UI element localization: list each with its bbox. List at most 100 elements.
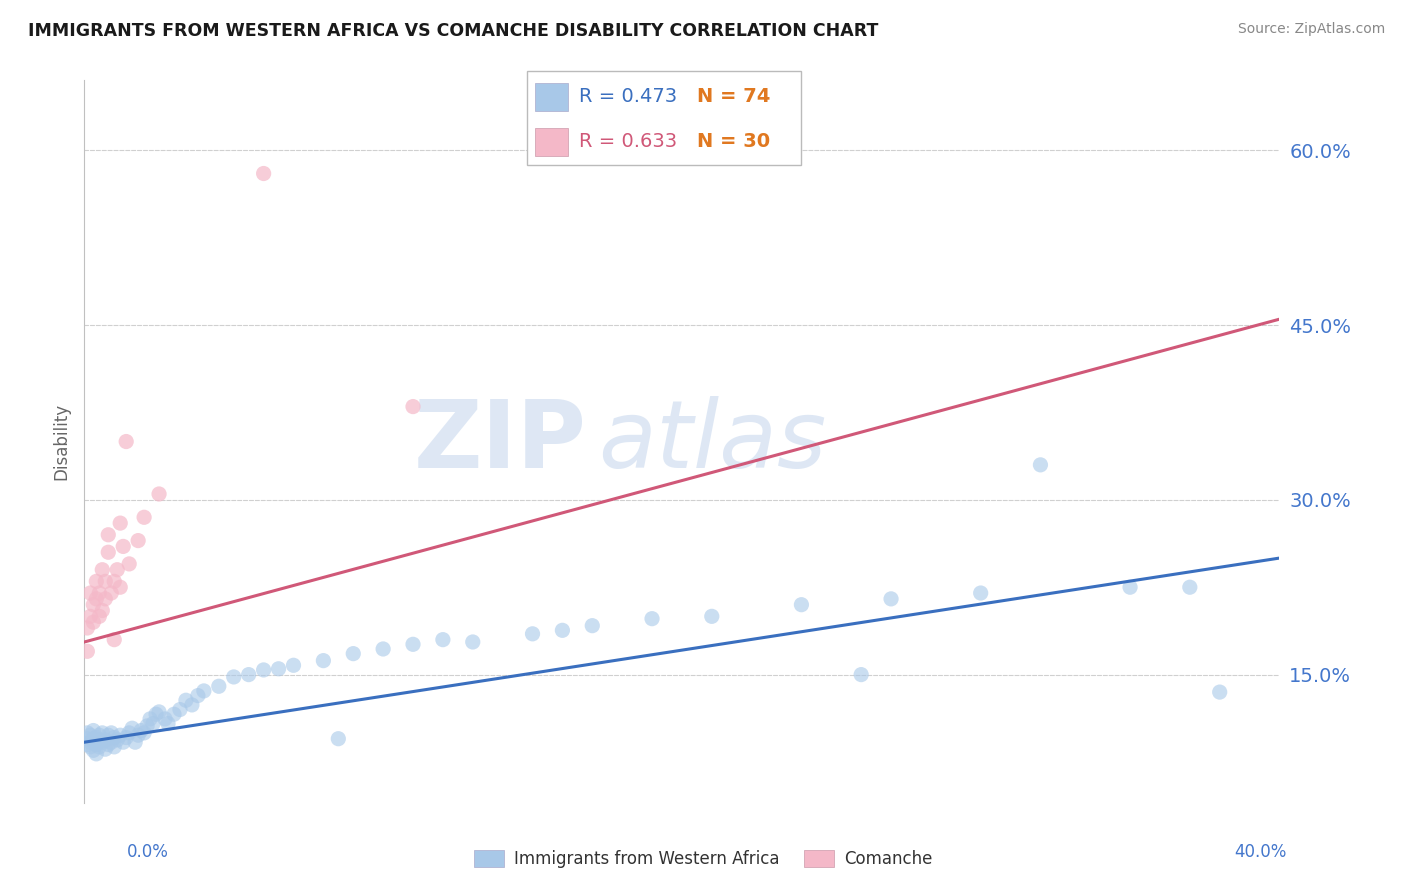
Point [174,693,197,707]
Point [103,574,125,589]
Point [82,615,104,630]
Point [103,632,125,647]
Point [373,642,395,657]
Point [522,627,544,641]
Point [110,516,132,530]
Point [79,728,101,742]
Point [82,723,104,738]
Point [76,644,98,658]
Point [91,563,114,577]
Point [105,732,128,747]
Text: R = 0.633: R = 0.633 [579,132,678,151]
Point [94,732,117,747]
Point [1178,580,1201,594]
Point [79,586,101,600]
Point [89,609,111,624]
Point [94,591,117,606]
Point [551,624,574,638]
Text: atlas: atlas [599,396,827,487]
Point [97,738,120,752]
Point [82,598,104,612]
Point [157,716,180,731]
Point [97,728,120,742]
FancyBboxPatch shape [527,71,801,165]
Point [94,574,117,589]
Point [163,707,186,722]
Point [148,705,170,719]
Point [89,586,111,600]
Point [115,434,138,449]
Point [342,647,364,661]
Point [86,738,108,752]
Point [851,667,873,681]
Point [267,662,290,676]
Point [312,654,335,668]
Point [97,528,120,542]
Point [79,609,101,624]
Point [86,747,108,761]
Point [187,689,209,703]
Point [124,735,146,749]
Point [112,735,135,749]
Point [79,735,101,749]
Point [283,658,305,673]
Point [132,726,156,740]
Point [105,563,128,577]
Point [253,167,276,181]
Point [91,603,114,617]
Text: Source: ZipAtlas.com: Source: ZipAtlas.com [1237,22,1385,37]
Point [328,731,350,746]
Text: 0.0%: 0.0% [127,843,169,861]
Point [127,728,149,742]
Point [790,598,813,612]
Point [121,721,143,735]
Point [94,742,117,756]
Point [89,728,111,742]
Text: N = 74: N = 74 [697,87,770,106]
Point [86,591,108,606]
Point [103,731,125,745]
Point [129,723,152,738]
Point [1029,458,1052,472]
Text: R = 0.473: R = 0.473 [579,87,678,106]
Point [118,726,141,740]
Text: N = 30: N = 30 [697,132,770,151]
Point [97,545,120,559]
Point [169,702,191,716]
Point [700,609,723,624]
Point [880,591,903,606]
Point [402,400,425,414]
Point [222,670,245,684]
Point [112,540,135,554]
Point [402,637,425,651]
Point [76,621,98,635]
Point [79,739,101,754]
Point [970,586,993,600]
Point [91,726,114,740]
Point [82,731,104,746]
Point [238,667,260,681]
Point [148,487,170,501]
Point [181,698,204,712]
Point [110,728,132,742]
Point [118,557,141,571]
Point [136,719,159,733]
Point [461,635,484,649]
Point [110,580,132,594]
Point [139,712,162,726]
Point [100,586,122,600]
Point [115,731,138,745]
Point [91,735,114,749]
Point [142,716,165,731]
Point [89,732,111,747]
Point [1119,580,1142,594]
Point [76,731,98,746]
Point [82,743,104,757]
Point [127,533,149,548]
Point [208,679,231,693]
Point [86,731,108,745]
Text: 40.0%: 40.0% [1234,843,1286,861]
Point [193,684,215,698]
Point [153,712,176,726]
Point [89,739,111,754]
